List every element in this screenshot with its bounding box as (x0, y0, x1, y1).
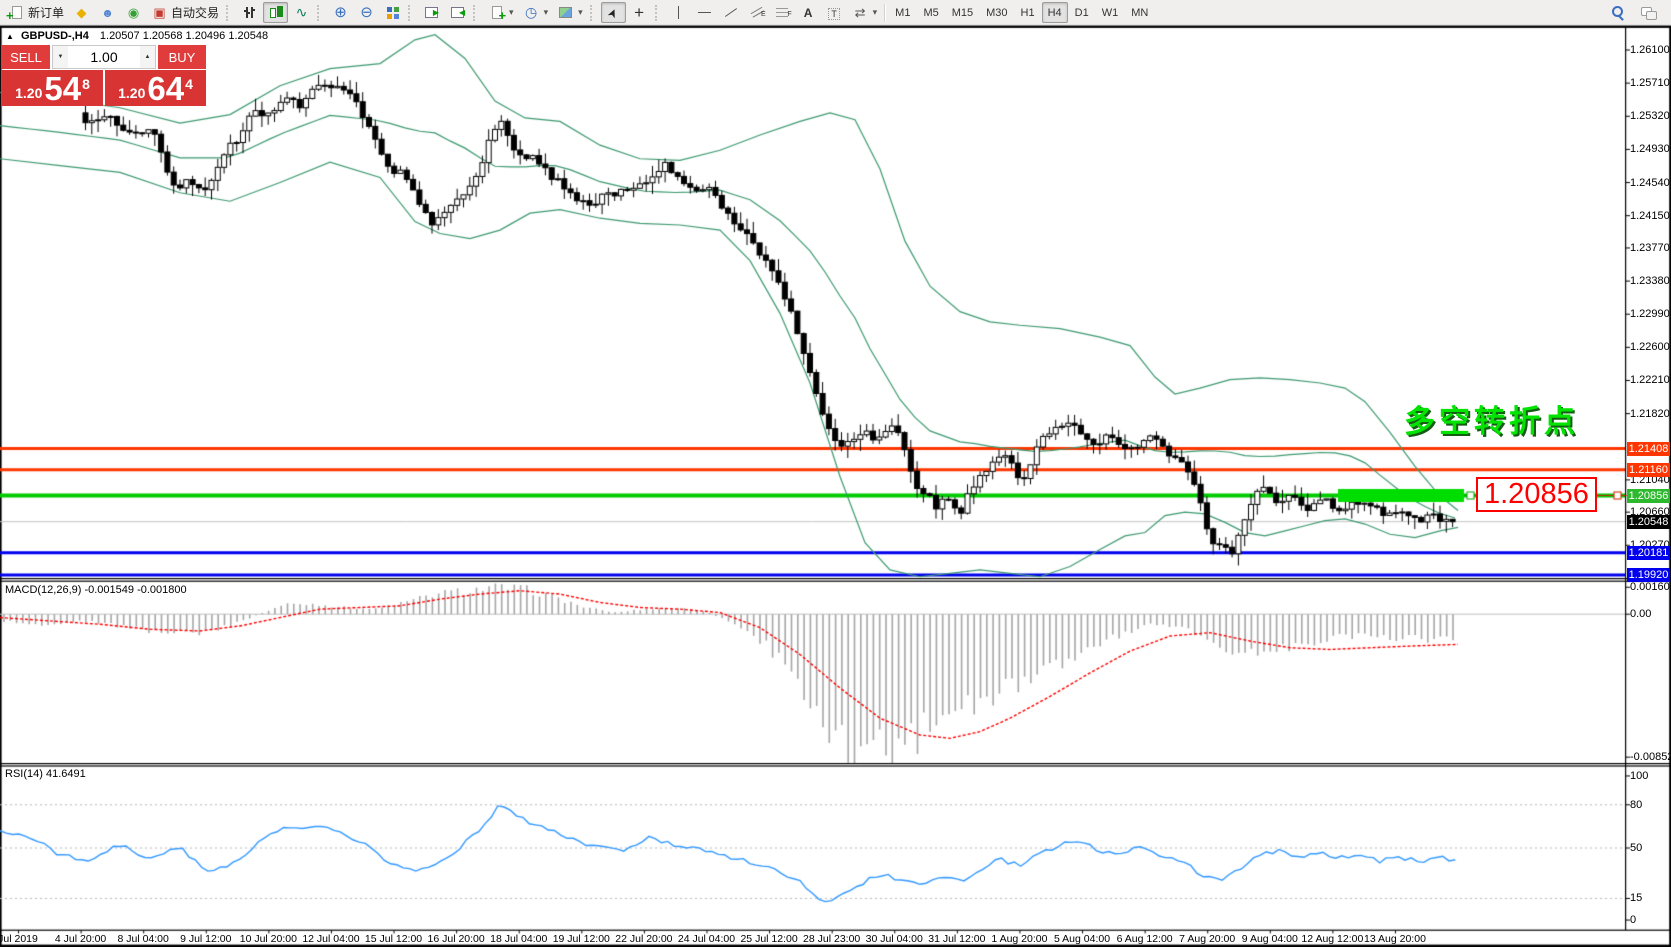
chart-title: GBPUSD-,H4 1.20507 1.20568 1.20496 1.205… (6, 30, 268, 42)
rsi-tick: 100 (1630, 769, 1649, 782)
price-callout-box[interactable]: 1.20856 (1476, 477, 1597, 512)
date-label: 22 Jul 20:00 (615, 933, 673, 945)
price-level-label: 1.19920 (1627, 568, 1670, 583)
buy-price-big: 64 (147, 70, 185, 107)
volume-increase-button[interactable] (140, 46, 155, 68)
buy-button[interactable]: BUY (158, 45, 206, 69)
buy-price-prefix: 1.20 (118, 85, 146, 101)
date-label: 31 Jul 12:00 (928, 933, 986, 945)
date-label: 9 Jul 12:00 (180, 933, 232, 945)
rsi-tick: 15 (1630, 892, 1643, 905)
price-level-label: 1.20548 (1627, 514, 1670, 529)
price-tick: 1.22990 (1630, 308, 1670, 321)
macd-tick: 0.00 (1630, 608, 1652, 621)
date-label: 8 Jul 04:00 (117, 933, 169, 945)
price-level-label: 1.20856 (1627, 488, 1670, 503)
sell-price-big: 54 (44, 70, 82, 107)
volume-value[interactable]: 1.00 (90, 49, 118, 65)
date-label: 16 Jul 20:00 (427, 933, 485, 945)
date-label: 12 Jul 04:00 (302, 933, 360, 945)
date-label: 28 Jul 23:00 (803, 933, 861, 945)
date-label: 4 Jul 20:00 (54, 933, 107, 945)
date-label: 9 Aug 04:00 (1241, 933, 1298, 945)
date-label: 15 Jul 12:00 (364, 933, 423, 945)
price-tick: 1.22600 (1630, 341, 1670, 354)
macd-tick: 0.001607 (1630, 581, 1671, 594)
date-label: 13 Aug 20:00 (1364, 933, 1426, 945)
volume-stepper: 1.00 (52, 45, 156, 69)
price-tick: 1.24930 (1630, 143, 1670, 156)
price-tick: 1.23770 (1630, 241, 1670, 254)
chart-symbol: GBPUSD-,H4 (20, 30, 89, 42)
collapse-triangle-icon[interactable] (6, 30, 18, 42)
turning-point-annotation[interactable]: 多空转折点 (1404, 404, 1579, 439)
buy-price-display[interactable]: 1.20 64 4 (105, 70, 206, 106)
rsi-tick: 80 (1630, 798, 1643, 811)
rsi-tick: 50 (1630, 842, 1643, 854)
date-label: 24 Jul 04:00 (677, 933, 736, 945)
date-label: 6 Aug 12:00 (1116, 933, 1173, 945)
date-label: 19 Jul 12:00 (552, 933, 610, 945)
date-label: 10 Jul 20:00 (239, 933, 297, 945)
price-level-label: 1.21408 (1627, 441, 1670, 456)
price-tick: 1.22210 (1630, 374, 1670, 387)
price-tick: 1.24540 (1630, 176, 1670, 189)
price-tick: 1.26100 (1630, 44, 1670, 56)
date-label: 12 Aug 12:00 (1301, 933, 1364, 945)
sell-price-prefix: 1.20 (15, 85, 43, 101)
price-tick: 1.25710 (1630, 77, 1670, 90)
sell-button[interactable]: SELL (2, 45, 50, 69)
date-label: 5 Aug 04:00 (1053, 933, 1111, 945)
price-tick: 1.23380 (1630, 275, 1670, 288)
price-tick: 1.21820 (1630, 407, 1670, 420)
date-label: 1 Aug 20:00 (991, 933, 1048, 945)
price-tick: 1.21040 (1630, 473, 1670, 486)
date-label: 30 Jul 04:00 (865, 933, 923, 945)
macd-tick: -0.008522 (1630, 751, 1671, 764)
price-level-label: 1.20181 (1627, 545, 1670, 560)
sell-price-display[interactable]: 1.20 54 8 (2, 70, 103, 106)
date-label: 18 Jul 04:00 (490, 933, 548, 945)
macd-indicator-label: MACD(12,26,9) -0.001549 -0.001800 (5, 584, 187, 596)
chart-ohlc-values: 1.20507 1.20568 1.20496 1.20548 (99, 30, 269, 42)
one-click-trading-panel: SELL 1.00 BUY 1.20 54 8 1.20 64 4 (2, 45, 206, 106)
price-tick: 1.25320 (1630, 110, 1670, 123)
rsi-indicator-label: RSI(14) 41.6491 (5, 768, 86, 780)
date-label: Jul 2019 (0, 933, 38, 945)
sell-price-sup: 8 (82, 76, 90, 92)
buy-price-sup: 4 (185, 76, 193, 92)
rsi-tick: 0 (1630, 914, 1637, 927)
date-label: 7 Aug 20:00 (1179, 933, 1236, 945)
volume-decrease-button[interactable] (53, 46, 68, 68)
price-tick: 1.24150 (1630, 209, 1670, 222)
price-level-label: 1.21160 (1627, 462, 1670, 477)
date-label: 25 Jul 12:00 (740, 933, 798, 945)
